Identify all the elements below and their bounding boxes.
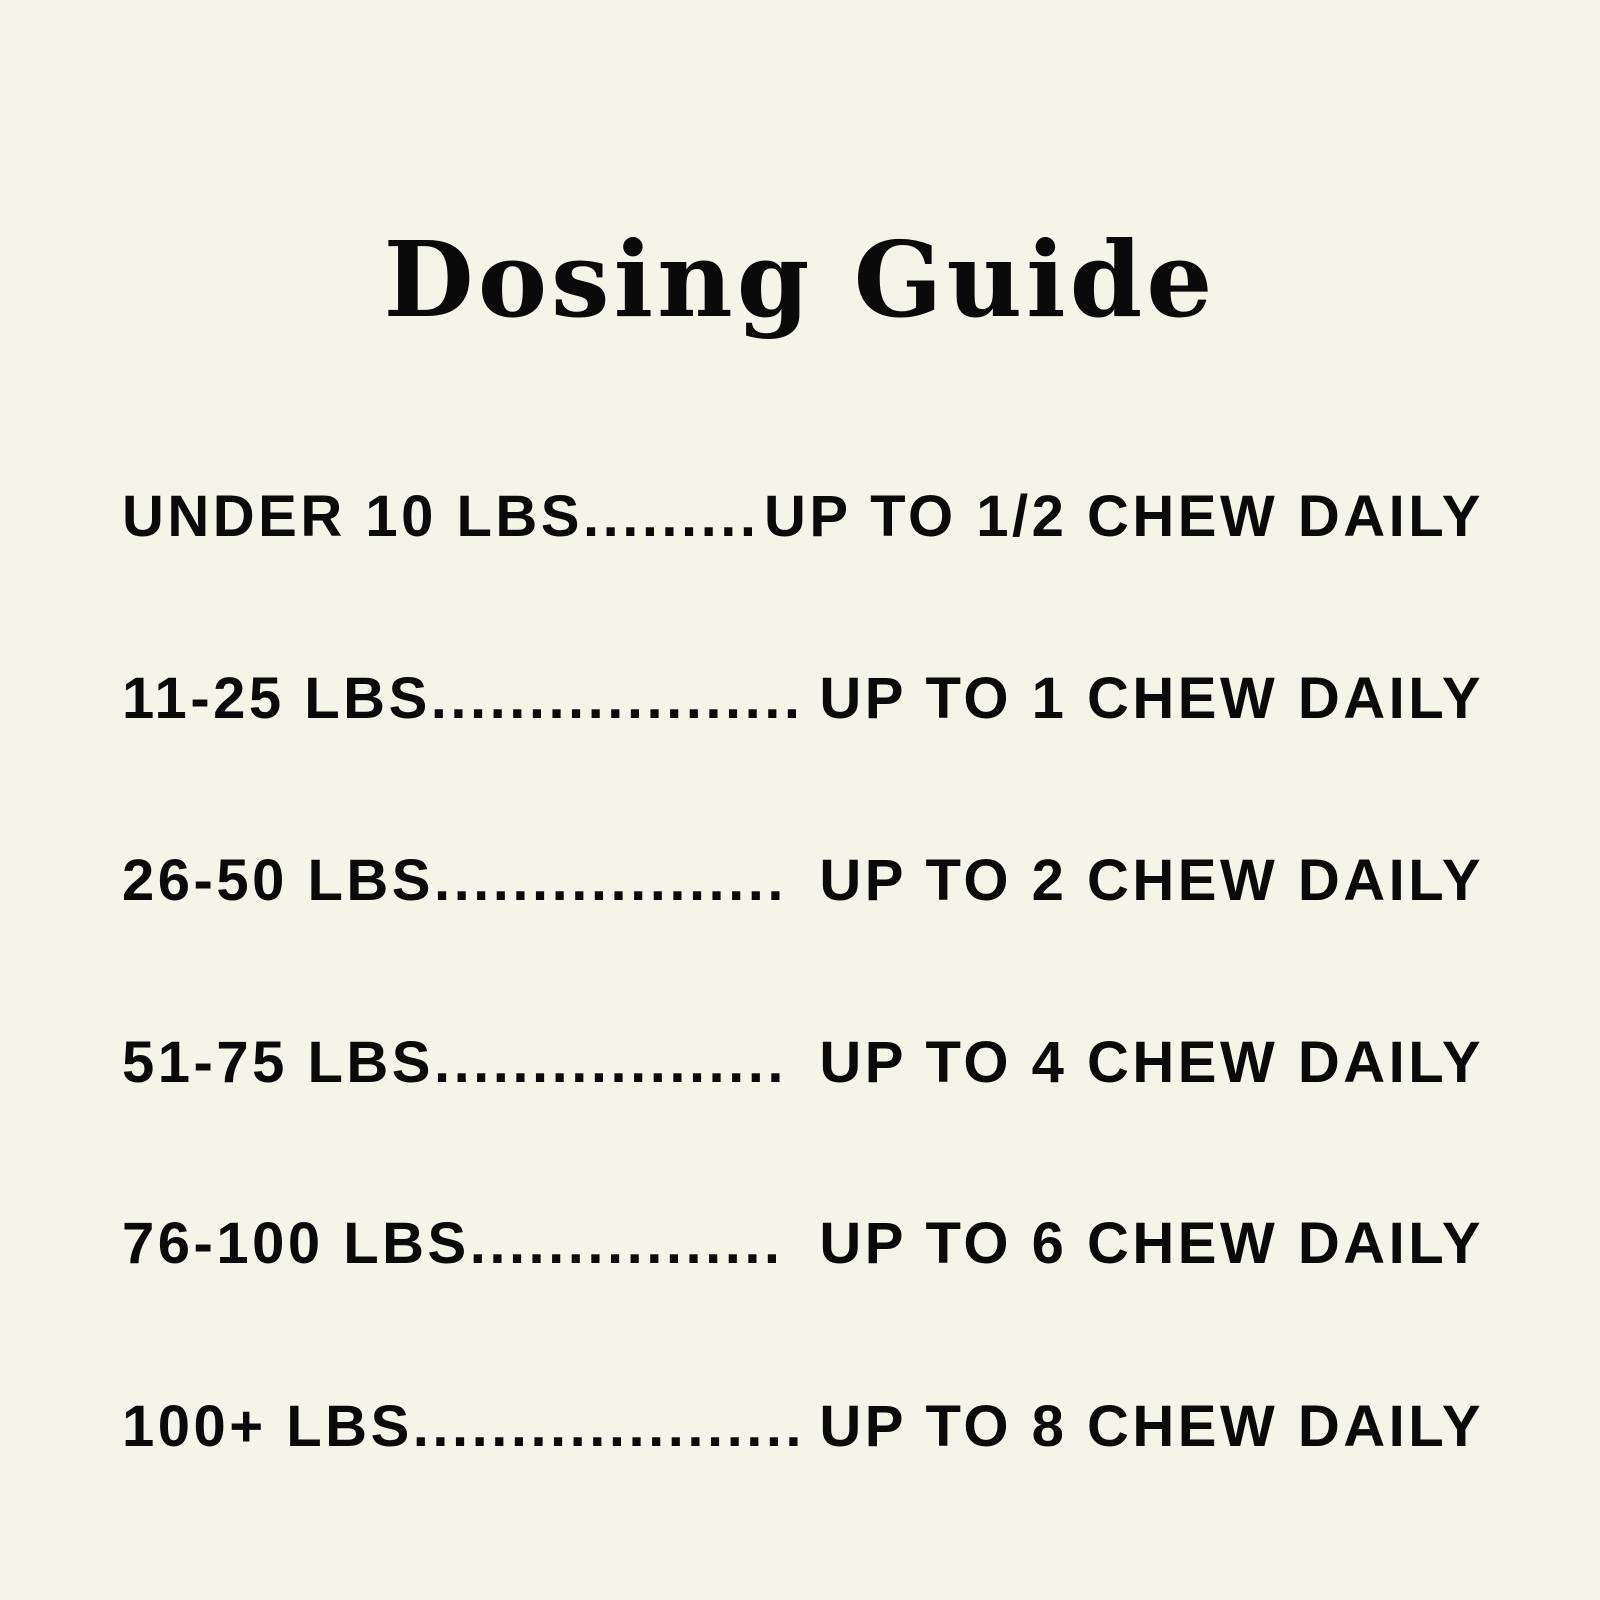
weight-range: UNDER 10 LBS......... — [122, 484, 760, 549]
dosing-row: 51-75 LBS.................. UP TO 4 CHEW… — [122, 1034, 1484, 1092]
dosing-row: UNDER 10 LBS......... UP TO 1/2 CHEW DAI… — [122, 488, 1484, 546]
dose-amount: UP TO 4 CHEW DAILY — [819, 1030, 1484, 1095]
dose-amount: UP TO 1/2 CHEW DAILY — [764, 484, 1484, 549]
dosing-row: 100+ LBS.................... UP TO 8 CHE… — [122, 1398, 1484, 1456]
dose-amount: UP TO 8 CHEW DAILY — [819, 1394, 1484, 1459]
dosing-row: 11-25 LBS................... UP TO 1 CHE… — [122, 670, 1484, 728]
weight-range: 100+ LBS.................... — [122, 1394, 806, 1459]
dosing-row: 76-100 LBS................ UP TO 6 CHEW … — [122, 1215, 1484, 1273]
dose-amount: UP TO 1 CHEW DAILY — [819, 666, 1484, 731]
weight-range: 11-25 LBS................... — [122, 666, 804, 731]
dose-amount: UP TO 6 CHEW DAILY — [819, 1211, 1484, 1276]
weight-range: 51-75 LBS.................. — [122, 1030, 788, 1095]
weight-range: 26-50 LBS.................. — [122, 848, 788, 913]
page-title: Dosing Guide — [383, 218, 1217, 341]
dosing-row: 26-50 LBS.................. UP TO 2 CHEW… — [122, 852, 1484, 910]
weight-range: 76-100 LBS................ — [122, 1211, 784, 1276]
dose-amount: UP TO 2 CHEW DAILY — [819, 848, 1484, 913]
